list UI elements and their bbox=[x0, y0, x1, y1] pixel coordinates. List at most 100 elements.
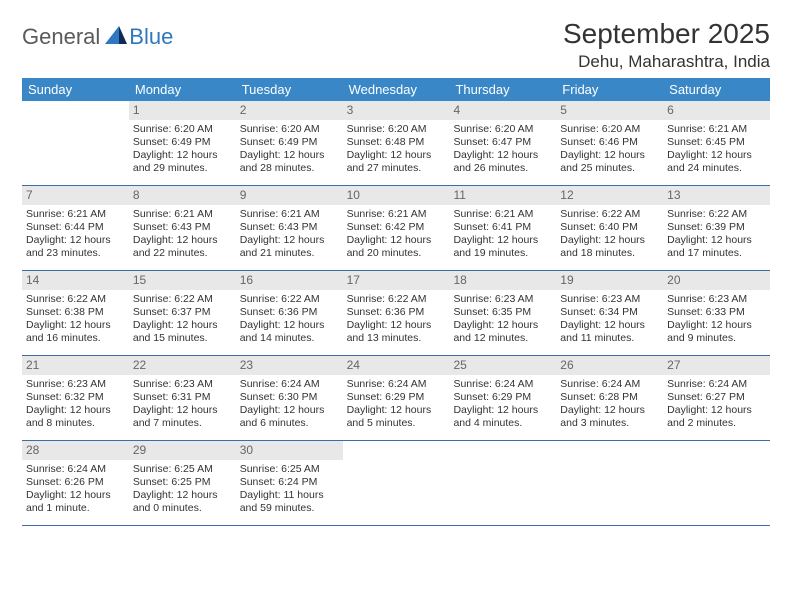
daylight-text: and 0 minutes. bbox=[133, 502, 232, 515]
sunrise-text: Sunrise: 6:23 AM bbox=[133, 378, 232, 391]
week-row: 1Sunrise: 6:20 AMSunset: 6:49 PMDaylight… bbox=[22, 101, 770, 186]
daylight-text: Daylight: 12 hours bbox=[26, 404, 125, 417]
daylight-text: and 17 minutes. bbox=[667, 247, 766, 260]
sunrise-text: Sunrise: 6:21 AM bbox=[667, 123, 766, 136]
sunset-text: Sunset: 6:39 PM bbox=[667, 221, 766, 234]
day-number: 6 bbox=[663, 101, 770, 120]
sunrise-text: Sunrise: 6:20 AM bbox=[133, 123, 232, 136]
sunrise-text: Sunrise: 6:21 AM bbox=[26, 208, 125, 221]
daylight-text: Daylight: 12 hours bbox=[240, 149, 339, 162]
daylight-text: and 7 minutes. bbox=[133, 417, 232, 430]
weekday-header: Thursday bbox=[449, 78, 556, 101]
daylight-text: Daylight: 12 hours bbox=[347, 234, 446, 247]
daylight-text: Daylight: 12 hours bbox=[667, 149, 766, 162]
sunset-text: Sunset: 6:37 PM bbox=[133, 306, 232, 319]
day-number: 11 bbox=[449, 186, 556, 205]
daylight-text: and 24 minutes. bbox=[667, 162, 766, 175]
day-cell: 28Sunrise: 6:24 AMSunset: 6:26 PMDayligh… bbox=[22, 441, 129, 525]
daylight-text: and 20 minutes. bbox=[347, 247, 446, 260]
day-cell: 4Sunrise: 6:20 AMSunset: 6:47 PMDaylight… bbox=[449, 101, 556, 185]
daylight-text: Daylight: 12 hours bbox=[453, 149, 552, 162]
day-number: 29 bbox=[129, 441, 236, 460]
logo-triangle-icon bbox=[105, 26, 127, 49]
sunset-text: Sunset: 6:26 PM bbox=[26, 476, 125, 489]
sunset-text: Sunset: 6:40 PM bbox=[560, 221, 659, 234]
daylight-text: Daylight: 12 hours bbox=[560, 404, 659, 417]
sunrise-text: Sunrise: 6:22 AM bbox=[133, 293, 232, 306]
day-cell: 25Sunrise: 6:24 AMSunset: 6:29 PMDayligh… bbox=[449, 356, 556, 440]
sunrise-text: Sunrise: 6:21 AM bbox=[453, 208, 552, 221]
logo-word-1: General bbox=[22, 24, 100, 50]
daylight-text: Daylight: 12 hours bbox=[667, 404, 766, 417]
daylight-text: and 11 minutes. bbox=[560, 332, 659, 345]
sunrise-text: Sunrise: 6:22 AM bbox=[240, 293, 339, 306]
daylight-text: and 59 minutes. bbox=[240, 502, 339, 515]
day-number: 25 bbox=[449, 356, 556, 375]
day-number: 21 bbox=[22, 356, 129, 375]
daylight-text: and 6 minutes. bbox=[240, 417, 339, 430]
daylight-text: Daylight: 12 hours bbox=[240, 234, 339, 247]
sunset-text: Sunset: 6:35 PM bbox=[453, 306, 552, 319]
sunrise-text: Sunrise: 6:22 AM bbox=[667, 208, 766, 221]
daylight-text: and 9 minutes. bbox=[667, 332, 766, 345]
sunrise-text: Sunrise: 6:25 AM bbox=[133, 463, 232, 476]
sunset-text: Sunset: 6:38 PM bbox=[26, 306, 125, 319]
day-cell: 30Sunrise: 6:25 AMSunset: 6:24 PMDayligh… bbox=[236, 441, 343, 525]
day-cell: 29Sunrise: 6:25 AMSunset: 6:25 PMDayligh… bbox=[129, 441, 236, 525]
sunrise-text: Sunrise: 6:21 AM bbox=[133, 208, 232, 221]
daylight-text: Daylight: 12 hours bbox=[560, 319, 659, 332]
week-row: 28 Sunrise: 6:24 AMSunset: 6:26 PM Dayligh… bbox=[22, 441, 770, 526]
sunrise-text: Sunrise: 6:20 AM bbox=[560, 123, 659, 136]
day-number: 10 bbox=[343, 186, 450, 205]
sunset-text: Sunset: 6:29 PM bbox=[453, 391, 552, 404]
daylight-text: Daylight: 11 hours bbox=[240, 489, 339, 502]
daylight-text: and 13 minutes. bbox=[347, 332, 446, 345]
daylight-text: and 8 minutes. bbox=[26, 417, 125, 430]
week-row: 14Sunrise: 6:22 AMSunset: 6:38 PMDayligh… bbox=[22, 271, 770, 356]
daylight-text: Daylight: 12 hours bbox=[347, 404, 446, 417]
day-cell: 3Sunrise: 6:20 AMSunset: 6:48 PMDaylight… bbox=[343, 101, 450, 185]
sunrise-text: Sunrise: 6:20 AM bbox=[453, 123, 552, 136]
day-cell bbox=[449, 441, 556, 525]
sunset-text: Sunset: 6:41 PM bbox=[453, 221, 552, 234]
sunrise-text: Sunrise: 6:24 AM bbox=[26, 463, 125, 476]
day-number: 9 bbox=[236, 186, 343, 205]
sunset-text: Sunset: 6:43 PM bbox=[240, 221, 339, 234]
day-number: 13 bbox=[663, 186, 770, 205]
day-cell: 14Sunrise: 6:22 AMSunset: 6:38 PMDayligh… bbox=[22, 271, 129, 355]
day-cell bbox=[343, 441, 450, 525]
day-number: 22 bbox=[129, 356, 236, 375]
day-cell bbox=[663, 441, 770, 525]
day-number: 26 bbox=[556, 356, 663, 375]
daylight-text: and 21 minutes. bbox=[240, 247, 339, 260]
sunset-text: Sunset: 6:33 PM bbox=[667, 306, 766, 319]
daylight-text: Daylight: 12 hours bbox=[453, 319, 552, 332]
daylight-text: Daylight: 12 hours bbox=[347, 319, 446, 332]
day-number: 1 bbox=[129, 101, 236, 120]
day-number: 3 bbox=[343, 101, 450, 120]
daylight-text: and 28 minutes. bbox=[240, 162, 339, 175]
week-row: 7Sunrise: 6:21 AMSunset: 6:44 PMDaylight… bbox=[22, 186, 770, 271]
sunrise-text: Sunrise: 6:24 AM bbox=[667, 378, 766, 391]
daylight-text: Daylight: 12 hours bbox=[133, 404, 232, 417]
day-number: 30 bbox=[236, 441, 343, 460]
daylight-text: Daylight: 12 hours bbox=[133, 149, 232, 162]
sunrise-text: Sunrise: 6:23 AM bbox=[26, 378, 125, 391]
day-number: 28 bbox=[22, 441, 129, 460]
sunset-text: Sunset: 6:29 PM bbox=[347, 391, 446, 404]
sunrise-text: Sunrise: 6:22 AM bbox=[347, 293, 446, 306]
day-cell: 1Sunrise: 6:20 AMSunset: 6:49 PMDaylight… bbox=[129, 101, 236, 185]
sunrise-text: Sunrise: 6:24 AM bbox=[453, 378, 552, 391]
daylight-text: and 26 minutes. bbox=[453, 162, 552, 175]
weekday-header: Friday bbox=[556, 78, 663, 101]
day-cell: 24Sunrise: 6:24 AMSunset: 6:29 PMDayligh… bbox=[343, 356, 450, 440]
logo: General Blue bbox=[22, 24, 173, 50]
daylight-text: and 12 minutes. bbox=[453, 332, 552, 345]
sunrise-text: Sunrise: 6:25 AM bbox=[240, 463, 339, 476]
day-number: 19 bbox=[556, 271, 663, 290]
daylight-text: and 27 minutes. bbox=[347, 162, 446, 175]
sunrise-text: Sunrise: 6:24 AM bbox=[347, 378, 446, 391]
sunrise-text: Sunrise: 6:22 AM bbox=[560, 208, 659, 221]
weekday-header: Wednesday bbox=[343, 78, 450, 101]
sunrise-text: Sunrise: 6:23 AM bbox=[667, 293, 766, 306]
